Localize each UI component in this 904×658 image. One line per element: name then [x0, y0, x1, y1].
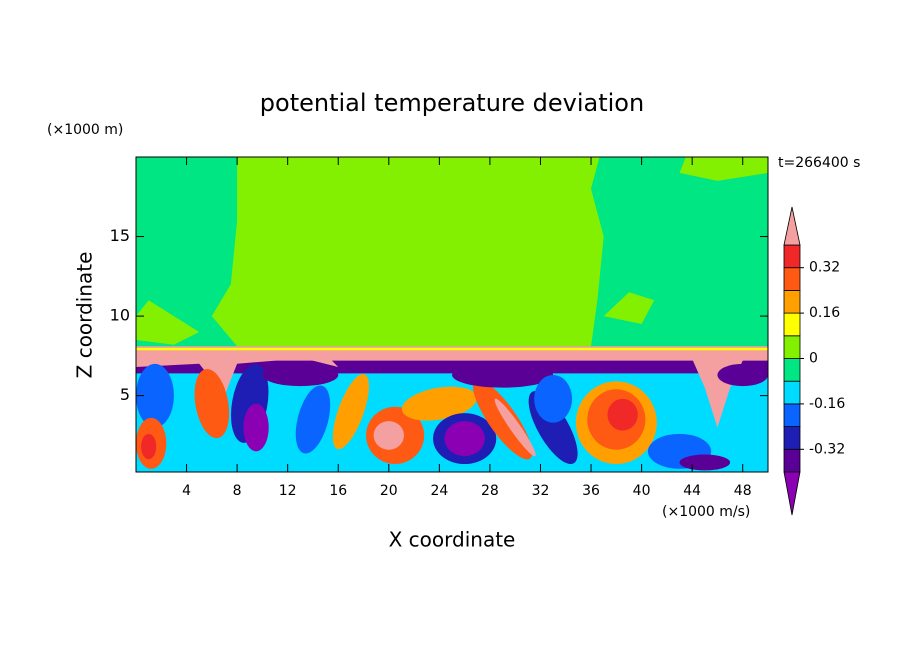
colorbar-tick-label: -0.16: [809, 396, 845, 412]
colorbar-over: [783, 206, 801, 246]
contour-region: [136, 363, 174, 428]
colorbar-segment: [783, 267, 801, 291]
contour-region: [444, 421, 485, 457]
x-tick-label: 44: [683, 483, 701, 499]
contour-region: [534, 374, 573, 423]
x-tick-label: 32: [532, 483, 550, 499]
y-tick-label: 15: [110, 226, 130, 245]
x-tick-label: 36: [582, 483, 600, 499]
colorbar-segment: [783, 244, 801, 269]
colorbar-tick-label: 0.16: [809, 305, 840, 321]
contour-region: [373, 421, 404, 450]
x-tick-label: 24: [430, 483, 448, 499]
annotation: t=266400 s: [778, 155, 860, 171]
contour-region: [603, 292, 655, 324]
contour-region: [136, 347, 768, 351]
contour-region: [262, 363, 339, 387]
colorbar-segment: [783, 335, 801, 359]
x-unit: (×1000 m/s): [662, 504, 750, 520]
y-unit: (×1000 m): [47, 122, 123, 138]
colorbar-segment: [783, 426, 801, 450]
colorbar-under: [783, 471, 801, 516]
x-tick-label: 4: [182, 483, 191, 499]
contour-region: [243, 403, 269, 452]
contour-region: [295, 385, 331, 454]
x-tick-label: 28: [481, 483, 499, 499]
contour-region: [472, 379, 533, 460]
contour-region: [332, 373, 369, 450]
colorbar-segment: [783, 358, 801, 382]
colorbar-segment: [783, 289, 801, 314]
y-tick-label: 5: [120, 385, 130, 404]
contour-region: [607, 398, 638, 431]
contour-region: [136, 352, 339, 396]
plot-frame: [135, 156, 769, 473]
colorbar-segment: [783, 448, 801, 473]
contour-field: [136, 157, 768, 472]
x-axis-label: X coordinate: [389, 528, 516, 552]
contour-region: [211, 157, 604, 347]
y-tick-label: 10: [110, 306, 130, 325]
contour-region: [553, 351, 768, 428]
contour-region: [141, 433, 157, 460]
x-tick-label: 12: [279, 483, 297, 499]
x-tick-label: 16: [329, 483, 347, 499]
colorbar-tick-label: 0.32: [809, 260, 840, 276]
x-tick-label: 8: [233, 483, 242, 499]
contour-region: [194, 369, 230, 439]
y-axis-label: Z coordinate: [73, 252, 97, 379]
contour-region: [414, 351, 528, 359]
contour-region: [136, 300, 200, 345]
contour-region: [452, 362, 554, 388]
contour-region: [401, 386, 477, 421]
x-tick-label: 40: [633, 483, 651, 499]
chart-title: potential temperature deviation: [260, 89, 644, 117]
contour-region: [494, 398, 536, 457]
contour-region: [679, 454, 731, 471]
x-tick-label: 20: [380, 483, 398, 499]
colorbar-segment: [783, 312, 801, 337]
contour-region: [679, 157, 768, 181]
contour-region: [717, 363, 768, 387]
colorbar-segment: [783, 403, 801, 427]
colorbar-tick-label: 0: [809, 351, 818, 367]
colorbar-tick-label: -0.32: [809, 441, 845, 457]
colorbar-segment: [783, 380, 801, 405]
x-tick-label: 48: [734, 483, 752, 499]
